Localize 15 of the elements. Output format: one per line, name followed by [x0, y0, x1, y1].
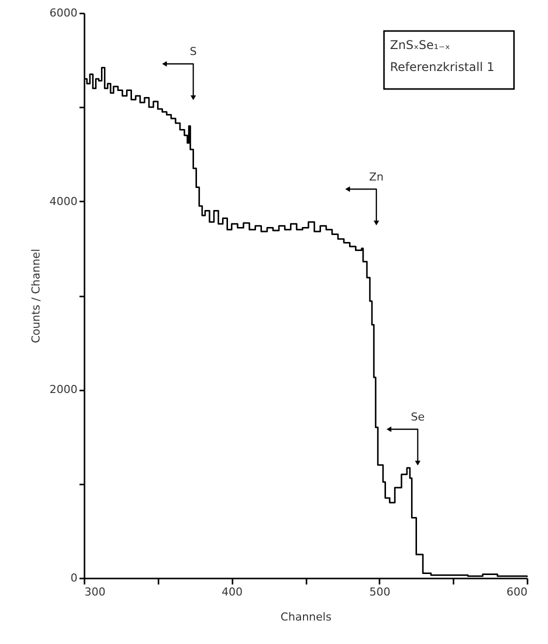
y-axis-title: Counts / Channel [30, 248, 43, 344]
x-tick-label: 600 [506, 586, 528, 598]
y-tick-label: 2000 [50, 383, 78, 396]
annotation: Zn [369, 170, 384, 184]
y-tick-label: 0 [70, 572, 78, 584]
annotation: ZnSₓSe₁₋ₓ [390, 38, 450, 52]
annotation: S [190, 45, 197, 58]
x-tick-label: 300 [84, 586, 106, 598]
x-tick-label: 400 [222, 586, 243, 598]
x-axis-title: Channels [280, 610, 332, 624]
y-tick-label: 4000 [50, 194, 78, 208]
annotation: Se [410, 410, 425, 424]
x-tick-label: 500 [369, 586, 390, 598]
annotation: Referenzkristall 1 [390, 60, 494, 74]
y-tick-label: 6000 [50, 6, 78, 20]
